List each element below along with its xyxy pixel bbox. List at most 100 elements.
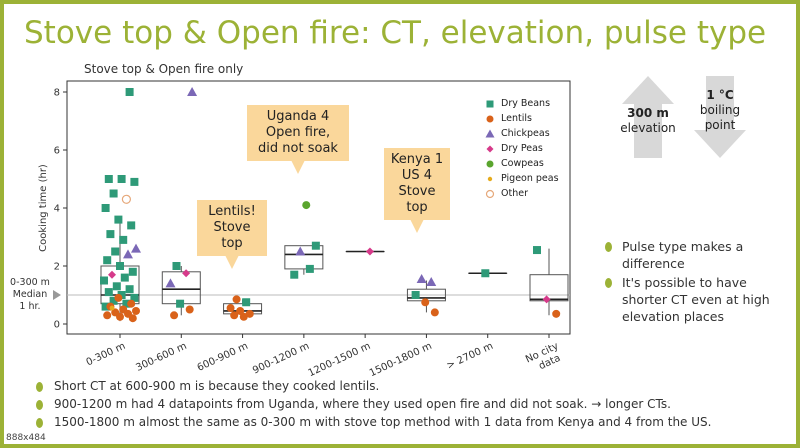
legend-item: Dry Beans	[482, 96, 559, 111]
legend-marker	[487, 176, 493, 181]
data-point	[104, 288, 113, 297]
data-point	[119, 235, 128, 244]
slide-title: Stove top & Open fire: CT, elevation, pu…	[24, 15, 767, 51]
data-point	[236, 306, 245, 315]
data-point	[481, 269, 490, 278]
data-point	[106, 230, 115, 239]
y-tick-label: 6	[54, 146, 60, 157]
x-tick-label: 1200-1500 m	[307, 341, 373, 379]
bullet-dot	[36, 400, 43, 410]
callout-line: Lentils!	[208, 204, 256, 219]
callout-line: US 4	[401, 168, 433, 183]
y-axis-label: Cooking time (hr)	[38, 164, 49, 252]
data-point	[130, 293, 139, 302]
data-point	[416, 274, 427, 284]
data-point	[295, 246, 306, 256]
data-point	[125, 285, 134, 294]
data-point	[542, 295, 551, 304]
data-point	[127, 221, 136, 230]
median-annotation-line: 1 hr.	[19, 301, 41, 312]
data-point	[100, 276, 108, 285]
x-tick-label: > 2700 m	[445, 341, 495, 372]
box-body	[284, 245, 324, 270]
data-point	[109, 305, 115, 311]
data-point	[114, 293, 123, 302]
data-point	[109, 296, 118, 305]
legend-marker-icon	[482, 98, 498, 110]
legend-marker	[486, 145, 494, 152]
legend-item: Pigeon peas	[482, 171, 559, 186]
data-point	[176, 299, 185, 308]
image-size-note: 888x484	[6, 433, 46, 443]
legend-item: Other	[482, 186, 559, 201]
data-point	[121, 194, 132, 204]
legend-item: Lentils	[482, 111, 559, 126]
elevation-arrow-text: 300 m elevation	[608, 106, 688, 136]
data-point	[426, 276, 437, 286]
data-point	[103, 256, 112, 265]
bottom-bullet: 1500-1800 m almost the same as 0-300 m w…	[54, 415, 712, 429]
callout-line: Open fire,	[265, 125, 331, 140]
data-point	[311, 241, 320, 250]
boiling-arrow-text: 1 °C boiling point	[680, 88, 760, 133]
data-point	[108, 270, 116, 279]
data-point	[290, 270, 299, 279]
legend-item: Cowpeas	[482, 156, 559, 171]
legend-marker	[485, 189, 495, 198]
legend-label: Chickpeas	[501, 128, 550, 139]
data-point	[170, 311, 179, 320]
data-point	[430, 308, 439, 317]
legend-label: Lentils	[501, 113, 532, 124]
data-point	[101, 302, 110, 311]
legend-item: Chickpeas	[482, 126, 559, 141]
data-point	[116, 312, 124, 321]
callout-uganda: Uganda 4 Open fire, did not soak	[247, 105, 349, 174]
x-tick-label: 600-900 m	[196, 341, 250, 374]
callout-line: Uganda 4	[266, 109, 330, 124]
data-point	[117, 291, 126, 299]
y-tick-label: 2	[54, 262, 60, 273]
data-point	[533, 246, 541, 255]
bottom-bullet: Short CT at 600-900 m is because they co…	[54, 379, 380, 393]
elevation-value: 300 m	[627, 106, 669, 120]
median-annotation-line: Median	[12, 289, 48, 300]
bullet-dot	[605, 278, 612, 288]
data-point	[117, 175, 126, 183]
legend-marker-icon	[482, 143, 498, 155]
boiling-label: point	[704, 118, 736, 132]
chart-subtitle: Stove top & Open fire only	[84, 62, 244, 76]
data-point	[127, 299, 136, 308]
data-point	[302, 201, 311, 210]
data-point	[230, 311, 239, 320]
bullet-dot	[36, 418, 43, 428]
median-pointer-icon	[53, 290, 61, 300]
data-point	[131, 243, 141, 253]
legend-marker	[486, 115, 494, 122]
boiling-label: boiling	[699, 103, 741, 117]
legend-label: Cowpeas	[501, 158, 544, 169]
x-tick-label: 0-300 m	[85, 341, 128, 369]
data-point	[128, 267, 137, 276]
elevation-label: elevation	[620, 121, 676, 135]
bullet-dot	[36, 382, 43, 392]
data-point	[242, 298, 251, 307]
data-point	[365, 247, 374, 256]
data-point	[185, 305, 194, 314]
median-annotation: 0-300 m Median 1 hr.	[8, 277, 52, 313]
callout-line: Stove top	[398, 184, 436, 215]
data-point	[109, 189, 118, 198]
legend-marker-icon	[482, 173, 498, 185]
chart-legend: Dry Beans Lentils Chickpeas Dry Peas Cowpeas…	[482, 96, 559, 201]
callout-line: did not soak	[258, 141, 338, 156]
y-tick-label: 8	[54, 88, 60, 99]
legend-label: Dry Peas	[501, 143, 543, 154]
legend-marker	[485, 129, 495, 137]
data-point	[245, 309, 254, 318]
data-point	[111, 247, 120, 256]
legend-label: Other	[501, 188, 528, 199]
legend-marker-icon	[482, 128, 498, 140]
legend-label: Dry Beans	[501, 98, 551, 109]
x-tick-label: 300-600 m	[134, 341, 188, 374]
median-annotation-line: 0-300 m	[10, 277, 50, 288]
bottom-bullet: 900-1200 m had 4 datapoints from Uganda,…	[54, 397, 671, 411]
